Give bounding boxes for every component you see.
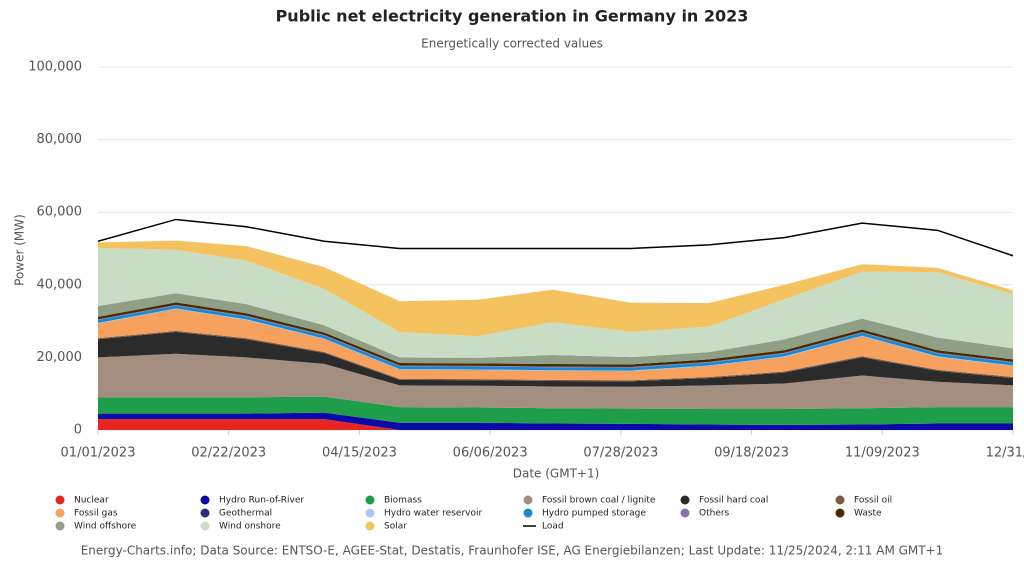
x-tick-label: 11/09/2023 <box>845 446 920 461</box>
legend-swatch <box>55 521 65 531</box>
legend-label: Hydro Run-of-River <box>219 496 304 506</box>
area <box>98 302 1013 367</box>
y-tick-label: 80,000 <box>37 132 83 147</box>
legend-swatch <box>680 508 690 518</box>
area <box>98 412 1013 430</box>
area <box>98 309 1013 381</box>
area <box>98 419 1013 430</box>
legend-swatch <box>200 508 210 518</box>
y-axis-label: Power (MW) <box>13 214 27 286</box>
area <box>98 293 1013 365</box>
x-tick-label: 04/15/2023 <box>322 446 397 461</box>
x-tick-label: 06/06/2023 <box>453 446 528 461</box>
legend-swatch <box>835 495 845 505</box>
legend-label: Load <box>542 522 564 532</box>
chart-subtitle: Energetically corrected values <box>421 37 603 51</box>
legend-label: Nuclear <box>74 496 109 506</box>
x-tick-label: 09/18/2023 <box>714 446 789 461</box>
x-axis-label: Date (GMT+1) <box>513 467 600 481</box>
area <box>98 353 1013 409</box>
area <box>98 396 1013 425</box>
legend-label: Solar <box>384 522 407 532</box>
x-tick-label: 02/22/2023 <box>191 446 266 461</box>
x-tick-label: 07/28/2023 <box>583 446 658 461</box>
legend-swatch <box>200 521 210 531</box>
legend-label: Fossil gas <box>74 509 118 519</box>
legend-label: Fossil oil <box>854 496 892 506</box>
legend-swatch <box>200 495 210 505</box>
area <box>98 305 1013 371</box>
legend-swatch <box>365 521 375 531</box>
legend-label: Others <box>699 509 730 519</box>
legend-swatch <box>365 495 375 505</box>
legend-label: Fossil hard coal <box>699 496 768 506</box>
y-tick-label: 0 <box>74 423 82 438</box>
legend-label: Waste <box>854 509 882 519</box>
legend-swatch <box>523 508 533 518</box>
load-line <box>97 218 1014 257</box>
legend-swatch <box>680 495 690 505</box>
legend-swatch <box>55 495 65 505</box>
area <box>98 331 1013 387</box>
footer: Energy-Charts.info; Data Source: ENTSO-E… <box>81 544 944 558</box>
legend-label: Fossil brown coal / lignite <box>542 496 656 506</box>
legend-label: Geothermal <box>219 509 272 519</box>
legend-swatch <box>55 508 65 518</box>
area <box>98 247 1013 358</box>
legend-label: Hydro water reservoir <box>384 509 482 519</box>
y-tick-label: 60,000 <box>37 205 83 220</box>
legend-label: Wind offshore <box>74 522 137 532</box>
y-tick-label: 40,000 <box>37 277 83 292</box>
chart-title: Public net electricity generation in Ger… <box>276 7 749 26</box>
area <box>98 240 1013 337</box>
y-tick-label: 20,000 <box>37 350 83 365</box>
legend-label: Hydro pumped storage <box>542 509 646 519</box>
y-tick-label: 100,000 <box>28 60 82 75</box>
legend-swatch <box>365 508 375 518</box>
legend-label: Biomass <box>384 496 422 506</box>
legend-swatch <box>835 508 845 518</box>
legend-swatch <box>523 495 533 505</box>
legend-label: Wind onshore <box>219 522 281 532</box>
x-tick-label: 01/01/2023 <box>61 446 136 461</box>
x-tick-label: 12/31/… <box>986 446 1024 461</box>
